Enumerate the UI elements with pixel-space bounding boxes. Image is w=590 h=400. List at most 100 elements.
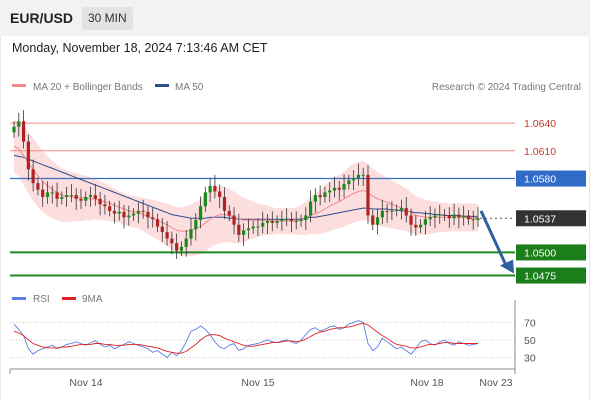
- candle-body: [50, 192, 54, 194]
- candle-body: [79, 198, 83, 201]
- candle-body: [318, 195, 322, 198]
- candle-body: [237, 224, 241, 235]
- candle-body: [462, 215, 466, 218]
- candle-body: [352, 178, 356, 181]
- candle-body: [261, 222, 265, 227]
- candle-body: [447, 215, 451, 219]
- projection-arrow-head: [500, 259, 514, 274]
- candle-body: [409, 215, 413, 225]
- symbol-title: EUR/USD: [10, 10, 74, 26]
- candle-body: [395, 209, 399, 211]
- candle-body: [418, 224, 423, 228]
- candle-body: [213, 185, 217, 192]
- candle-body: [88, 195, 93, 198]
- level-label-1.0640: 1.0640: [524, 118, 556, 130]
- candle-body: [371, 215, 375, 225]
- ma50-legend-swatch: [155, 84, 169, 87]
- candle-body: [189, 229, 193, 239]
- rsi-legend-swatch: [12, 297, 26, 300]
- candle-body: [98, 198, 102, 205]
- candle-body: [332, 187, 337, 191]
- level-badge-1.0580: [516, 170, 586, 187]
- candle-body: [342, 184, 346, 190]
- x-axis: Nov 14 Nov 15 Nov 18 Nov 23: [9, 300, 516, 389]
- candle-body: [399, 208, 404, 210]
- candle-body: [45, 192, 50, 198]
- candle-body: [423, 219, 427, 225]
- candle-body: [361, 174, 365, 176]
- candle-body: [194, 220, 198, 230]
- candle-body: [160, 226, 164, 233]
- ma9-legend-label: 9MA: [82, 294, 103, 305]
- candle-body: [222, 197, 227, 211]
- x-tick-label: Nov 15: [241, 377, 274, 389]
- candle-body: [433, 215, 437, 218]
- timeframe-button[interactable]: 30 MIN: [82, 7, 133, 30]
- bollinger-band: [14, 120, 478, 257]
- candle-body: [117, 211, 121, 214]
- candle-body: [457, 214, 461, 218]
- candle-body: [385, 210, 389, 212]
- rsi-line: [13, 320, 479, 359]
- level-badge-1.0475: [516, 267, 586, 284]
- level-badge-1.0500: [516, 244, 586, 261]
- ma50-line: [13, 154, 478, 220]
- candle-body: [136, 210, 140, 214]
- level-label-1.0537: 1.0537: [524, 213, 556, 225]
- x-tick-label: Nov 18: [410, 377, 443, 389]
- rsi-tick-70: 70: [524, 317, 536, 329]
- candle-body: [36, 183, 40, 190]
- candle-body: [170, 238, 174, 244]
- frame-left-border: [0, 36, 1, 400]
- candle-body: [275, 221, 279, 223]
- x-tick-label: Nov 14: [69, 377, 102, 389]
- candle-body: [108, 206, 112, 211]
- candle-body: [375, 217, 380, 225]
- candle-body: [131, 213, 136, 216]
- candle-body: [299, 220, 303, 222]
- candle-body: [165, 232, 169, 239]
- candle-body: [26, 141, 30, 170]
- candle-body: [31, 169, 35, 184]
- chart-credit: Research © 2024 Trading Central: [432, 82, 581, 93]
- candle-body: [151, 217, 155, 220]
- candle-body: [390, 210, 394, 212]
- candle-body: [60, 197, 64, 199]
- candle-body: [208, 185, 212, 193]
- candle-body: [69, 195, 74, 197]
- candle-body: [347, 180, 351, 185]
- candle-body: [122, 211, 126, 218]
- candle-body: [127, 215, 131, 218]
- ma50-legend-label: MA 50: [175, 82, 204, 93]
- bollinger-band-layer: [14, 120, 478, 257]
- candle-body: [466, 215, 471, 220]
- candle-body: [404, 208, 408, 216]
- candle-body: [21, 121, 26, 142]
- level-label-1.0475: 1.0475: [524, 271, 556, 283]
- datetime-label: Monday, November 18, 2024 7:13:46 AM CET: [12, 41, 268, 55]
- candle-body: [84, 197, 88, 201]
- candle-body: [428, 217, 432, 220]
- candle-body: [246, 228, 250, 231]
- candle-body: [476, 218, 480, 221]
- candle-body: [155, 219, 160, 227]
- candle-body: [289, 219, 294, 222]
- rsi-ma9-line: [13, 322, 478, 354]
- candle-body: [55, 192, 59, 199]
- rsi-legend-label: RSI: [33, 294, 50, 305]
- candle-body: [285, 219, 289, 221]
- rsi-tick-50: 50: [524, 335, 536, 347]
- candle-body: [242, 230, 246, 235]
- candle-body: [308, 201, 313, 216]
- x-tick-label: Nov 23: [479, 377, 512, 389]
- level-lines-layer: [10, 122, 515, 277]
- level-badge-1.0537: [516, 210, 586, 227]
- candle-body: [452, 214, 456, 219]
- level-label-1.0500: 1.0500: [524, 247, 556, 259]
- header-bar: EUR/USD 30 MIN: [0, 0, 590, 36]
- candle-body: [65, 195, 69, 198]
- level-label-1.0610: 1.0610: [524, 146, 556, 158]
- level-label-1.0580: 1.0580: [524, 174, 556, 186]
- rsi-tick-30: 30: [524, 353, 536, 365]
- candle-body: [414, 224, 418, 228]
